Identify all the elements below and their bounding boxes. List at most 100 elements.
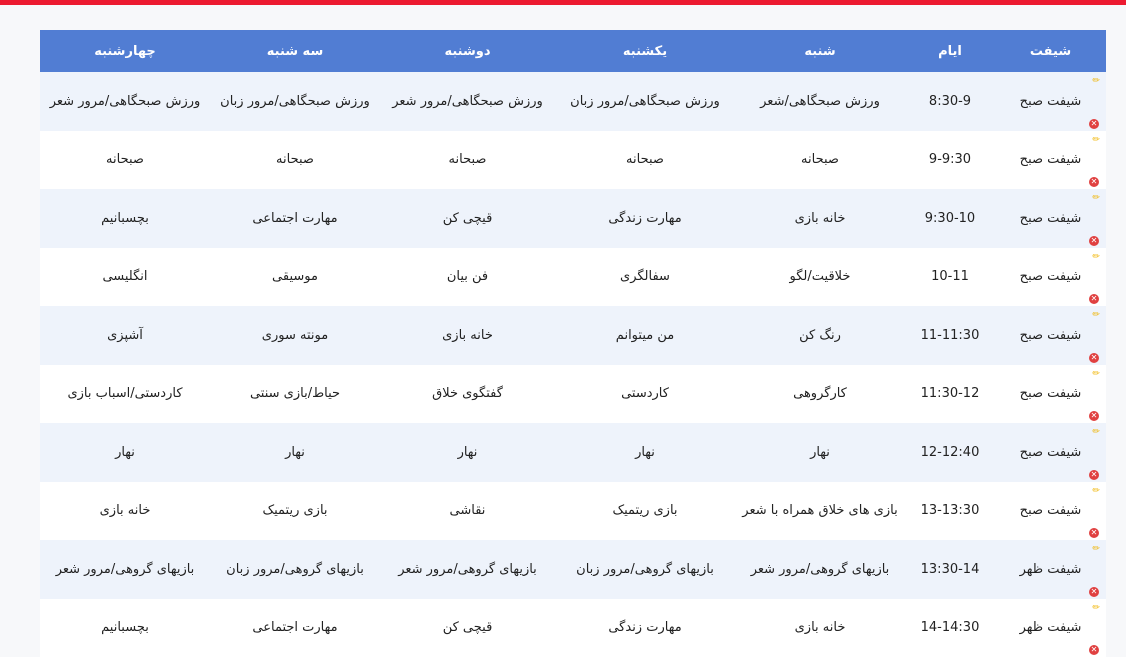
table-cell: مهارت زندگی (555, 599, 735, 657)
table-cell: ورزش صبحگاهی/مرور شعر (380, 72, 555, 131)
column-header: چهارشنبه (40, 30, 210, 72)
table-cell: صبحانه (735, 131, 905, 190)
cell-text: 12-12:40 (921, 445, 980, 460)
close-circle-icon[interactable]: ✕ (1089, 177, 1099, 187)
table-cell: ورزش صبحگاهی/مرور زبان (210, 72, 380, 131)
table-cell: خانه بازی (40, 482, 210, 541)
table-cell: شیفت صبح ✏ ✕ (995, 365, 1106, 424)
cell-text: صبحانه (276, 152, 314, 167)
table-cell: ورزش صبحگاهی/مرور شعر (40, 72, 210, 131)
table-cell: 10-11 (905, 248, 995, 307)
cell-text: قیچی کن (443, 211, 493, 226)
table-cell: مهارت زندگی (555, 189, 735, 248)
cell-text: خانه بازی (795, 620, 846, 635)
table-cell: انگلیسی (40, 248, 210, 307)
column-header: سه شنبه (210, 30, 380, 72)
close-circle-icon[interactable]: ✕ (1089, 119, 1099, 129)
table-cell: گفتگوی خلاق (380, 365, 555, 424)
cell-text: شیفت صبح (1020, 94, 1082, 109)
table-cell: بچسبانیم (40, 599, 210, 657)
table-cell: قیچی کن (380, 189, 555, 248)
table-cell: موسیقی (210, 248, 380, 307)
cell-text: نهار (458, 445, 478, 460)
table-cell: ورزش صبحگاهی/مرور زبان (555, 72, 735, 131)
close-circle-icon[interactable]: ✕ (1089, 411, 1099, 421)
table-cell: نهار (210, 423, 380, 482)
cell-text: مونته سوری (262, 328, 328, 343)
table-cell: بچسبانیم (40, 189, 210, 248)
cell-text: شیفت صبح (1020, 386, 1082, 401)
cell-text: 9:30-10 (925, 211, 975, 226)
table-cell: نقاشی (380, 482, 555, 541)
cell-text: 8:30-9 (929, 94, 971, 109)
pencil-icon[interactable]: ✏ (1092, 544, 1100, 554)
cell-text: خانه بازی (442, 328, 493, 343)
table-cell: شیفت صبح ✏ ✕ (995, 423, 1106, 482)
cell-text: 11-11:30 (921, 328, 980, 343)
cell-text: من میتوانم (616, 328, 674, 343)
cell-text: فن بیان (447, 269, 488, 284)
pencil-icon[interactable]: ✏ (1092, 427, 1100, 437)
pencil-icon[interactable]: ✏ (1092, 76, 1100, 86)
table-row: شیفت صبح ✏ ✕ 13-13:30 بازی های خلاق همراه با… (40, 482, 1106, 541)
cell-text: کاردستی/اسباب بازی (67, 386, 182, 401)
pencil-icon[interactable]: ✏ (1092, 369, 1100, 379)
cell-text: بازیهای گروهی/مرور زبان (576, 562, 714, 577)
table-cell: ورزش صبحگاهی/شعر (735, 72, 905, 131)
pencil-icon[interactable]: ✏ (1092, 310, 1100, 320)
table-cell: 13:30-14 (905, 540, 995, 599)
cell-text: شیفت صبح (1020, 152, 1082, 167)
close-circle-icon[interactable]: ✕ (1089, 528, 1099, 538)
table-cell: حیاط/بازی سنتی (210, 365, 380, 424)
pencil-icon[interactable]: ✏ (1092, 603, 1100, 613)
cell-text: 13:30-14 (921, 562, 980, 577)
column-header: شنبه (735, 30, 905, 72)
table-cell: 8:30-9 (905, 72, 995, 131)
table-cell: بازی ریتمیک (210, 482, 380, 541)
close-circle-icon[interactable]: ✕ (1089, 236, 1099, 246)
close-circle-icon[interactable]: ✕ (1089, 294, 1099, 304)
column-header: ایام (905, 30, 995, 72)
table-cell: شیفت صبح ✏ ✕ (995, 482, 1106, 541)
close-circle-icon[interactable]: ✕ (1089, 587, 1099, 597)
table-cell: صبحانه (555, 131, 735, 190)
cell-text: شیفت صبح (1020, 503, 1082, 518)
cell-text: ورزش صبحگاهی/شعر (760, 94, 880, 109)
cell-text: 13-13:30 (921, 503, 980, 518)
table-cell: بازیهای گروهی/مرور شعر (380, 540, 555, 599)
close-circle-icon[interactable]: ✕ (1089, 645, 1099, 655)
table-row: شیفت ظهر ✏ ✕ 13:30-14 بازیهای گروهی/مرور شعر… (40, 540, 1106, 599)
cell-text: شیفت صبح (1020, 445, 1082, 460)
cell-text: 14-14:30 (921, 620, 980, 635)
cell-text: شیفت صبح (1020, 211, 1082, 226)
cell-text: کارگروهی (793, 386, 847, 401)
top-accent-bar (0, 0, 1126, 5)
pencil-icon[interactable]: ✏ (1092, 193, 1100, 203)
pencil-icon[interactable]: ✏ (1092, 486, 1100, 496)
table-cell: مونته سوری (210, 306, 380, 365)
table-cell: بازی های خلاق همراه با شعر (735, 482, 905, 541)
close-circle-icon[interactable]: ✕ (1089, 470, 1099, 480)
close-circle-icon[interactable]: ✕ (1089, 353, 1099, 363)
table-cell: بازیهای گروهی/مرور شعر (735, 540, 905, 599)
table-cell: صبحانه (210, 131, 380, 190)
pencil-icon[interactable]: ✏ (1092, 135, 1100, 145)
cell-text: ورزش صبحگاهی/مرور زبان (220, 94, 370, 109)
cell-text: بچسبانیم (101, 620, 149, 635)
pencil-icon[interactable]: ✏ (1092, 252, 1100, 262)
column-header: یکشنبه (555, 30, 735, 72)
table-cell: بازی ریتمیک (555, 482, 735, 541)
table-cell: خلاقیت/لگو (735, 248, 905, 307)
cell-text: رنگ کن (799, 328, 841, 343)
cell-text: شیفت صبح (1020, 328, 1082, 343)
cell-text: شیفت ظهر (1020, 562, 1082, 577)
cell-text: بازی ریتمیک (262, 503, 327, 518)
table-cell: رنگ کن (735, 306, 905, 365)
table-cell: نهار (380, 423, 555, 482)
